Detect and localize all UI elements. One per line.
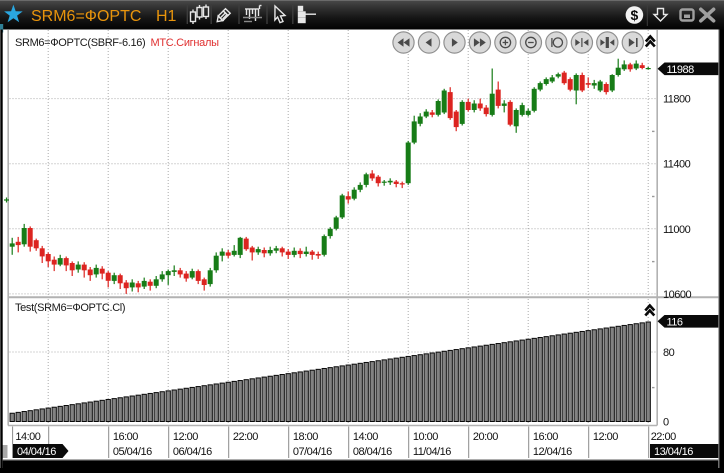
svg-text:11/04/16: 11/04/16 [413,446,451,458]
svg-text:12/04/16: 12/04/16 [533,446,572,458]
svg-text:12:00: 12:00 [173,431,198,443]
svg-text:11000: 11000 [663,224,691,236]
svg-text:10:00: 10:00 [413,431,438,443]
svg-text:11800: 11800 [663,94,691,106]
svg-text:116: 116 [667,316,683,328]
svg-text:14:00: 14:00 [353,431,378,443]
svg-text:16:00: 16:00 [113,431,138,443]
svg-text:14:00: 14:00 [15,431,40,443]
svg-text:22:00: 22:00 [651,431,676,443]
svg-text:11400: 11400 [663,159,691,171]
svg-text:10600: 10600 [663,289,691,301]
svg-text:04/04/16: 04/04/16 [17,446,56,458]
svg-text:18:00: 18:00 [293,431,318,443]
svg-text:0: 0 [663,417,669,429]
svg-text:SRM6=ФOPTC: SRM6=ФOPTC [31,8,141,25]
svg-text:13/04/16: 13/04/16 [654,446,693,458]
svg-text:07/04/16: 07/04/16 [293,446,332,458]
svg-text:20:00: 20:00 [473,431,498,443]
svg-text:06/04/16: 06/04/16 [173,446,212,458]
svg-text:11988: 11988 [667,64,695,76]
svg-text:12:00: 12:00 [593,431,618,443]
svg-text:Test(SRM6=ФOPTC.Cl): Test(SRM6=ФOPTC.Cl) [15,302,125,314]
svg-text:H1: H1 [156,8,177,25]
svg-text:МТС.Сигналы: МТС.Сигналы [151,37,220,49]
svg-text:80: 80 [663,347,675,359]
svg-text:22:00: 22:00 [233,431,258,443]
svg-text:08/04/16: 08/04/16 [353,446,392,458]
svg-text:16:00: 16:00 [533,431,558,443]
svg-text:$: $ [631,7,639,23]
svg-text:SRM6=ФOPTC(SBRF-6.16): SRM6=ФOPTC(SBRF-6.16) [15,37,145,49]
svg-text:05/04/16: 05/04/16 [113,446,152,458]
